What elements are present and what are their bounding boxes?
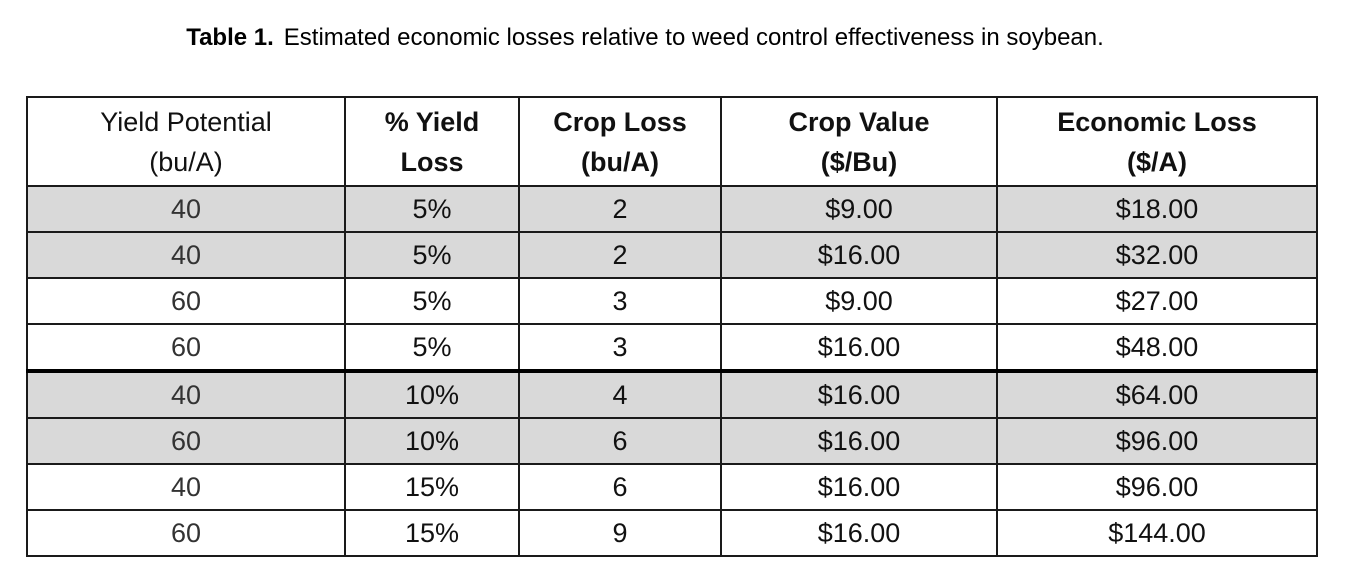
cell-pct-yield-loss: 15% (344, 463, 520, 511)
caption-text: Estimated economic losses relative to we… (283, 24, 1104, 51)
cell-yield-potential: 40 (26, 369, 346, 419)
table-row: 60 10% 6 $16.00 $96.00 (26, 417, 1318, 465)
cell-crop-loss: 2 (518, 231, 722, 279)
table-row: 40 5% 2 $9.00 $18.00 (26, 185, 1318, 233)
header-label: Crop Loss (553, 106, 687, 137)
cell-crop-loss: 4 (518, 369, 722, 419)
table-row: 40 10% 4 $16.00 $64.00 (26, 369, 1318, 419)
cell-pct-yield-loss: 5% (344, 185, 520, 233)
cell-pct-yield-loss: 10% (344, 417, 520, 465)
cell-pct-yield-loss: 5% (344, 323, 520, 372)
cell-economic-loss: $144.00 (996, 509, 1318, 557)
cell-crop-value: $9.00 (720, 277, 998, 325)
cell-pct-yield-loss: 15% (344, 509, 520, 557)
table-row: 40 15% 6 $16.00 $96.00 (26, 463, 1318, 511)
cell-crop-value: $16.00 (720, 417, 998, 465)
cell-crop-loss: 2 (518, 185, 722, 233)
header-unit: (bu/A) (149, 146, 223, 177)
table-header-row: Yield Potential (bu/A) % Yield Loss Crop… (26, 96, 1318, 187)
cell-crop-loss: 3 (518, 277, 722, 325)
header-unit: ($/Bu) (820, 146, 898, 177)
cell-yield-potential: 40 (26, 185, 346, 233)
cell-economic-loss: $96.00 (996, 463, 1318, 511)
cell-yield-potential: 40 (26, 231, 346, 279)
cell-crop-value: $9.00 (720, 185, 998, 233)
header-label: Economic Loss (1057, 106, 1257, 137)
cell-crop-loss: 6 (518, 463, 722, 511)
header-crop-loss: Crop Loss (bu/A) (518, 96, 722, 187)
cell-economic-loss: $96.00 (996, 417, 1318, 465)
cell-economic-loss: $32.00 (996, 231, 1318, 279)
cell-yield-potential: 60 (26, 323, 346, 372)
cell-crop-loss: 6 (518, 417, 722, 465)
header-unit: Loss (400, 146, 464, 177)
header-unit: (bu/A) (581, 146, 659, 177)
header-label: % Yield (384, 106, 480, 137)
cell-pct-yield-loss: 5% (344, 231, 520, 279)
cell-economic-loss: $27.00 (996, 277, 1318, 325)
cell-economic-loss: $18.00 (996, 185, 1318, 233)
cell-yield-potential: 60 (26, 417, 346, 465)
cell-yield-potential: 40 (26, 463, 346, 511)
cell-crop-value: $16.00 (720, 369, 998, 419)
table-row: 40 5% 2 $16.00 $32.00 (26, 231, 1318, 279)
table-row: 60 5% 3 $16.00 $48.00 (26, 323, 1318, 372)
header-label: Yield Potential (100, 106, 272, 137)
header-economic-loss: Economic Loss ($/A) (996, 96, 1318, 187)
cell-crop-value: $16.00 (720, 323, 998, 372)
cell-yield-potential: 60 (26, 509, 346, 557)
header-label: Crop Value (788, 106, 930, 137)
economic-loss-table: Yield Potential (bu/A) % Yield Loss Crop… (26, 96, 1318, 557)
cell-crop-value: $16.00 (720, 509, 998, 557)
cell-crop-value: $16.00 (720, 231, 998, 279)
caption-label: Table 1. (186, 24, 274, 51)
table-caption: Table 1. Estimated economic losses relati… (0, 24, 1290, 52)
cell-pct-yield-loss: 10% (344, 369, 520, 419)
header-crop-value: Crop Value ($/Bu) (720, 96, 998, 187)
cell-pct-yield-loss: 5% (344, 277, 520, 325)
header-yield-potential: Yield Potential (bu/A) (26, 96, 346, 187)
cell-crop-value: $16.00 (720, 463, 998, 511)
cell-economic-loss: $64.00 (996, 369, 1318, 419)
cell-crop-loss: 3 (518, 323, 722, 372)
cell-crop-loss: 9 (518, 509, 722, 557)
table-row: 60 15% 9 $16.00 $144.00 (26, 509, 1318, 557)
cell-yield-potential: 60 (26, 277, 346, 325)
table-row: 60 5% 3 $9.00 $27.00 (26, 277, 1318, 325)
header-pct-yield-loss: % Yield Loss (344, 96, 520, 187)
cell-economic-loss: $48.00 (996, 323, 1318, 372)
header-unit: ($/A) (1127, 146, 1187, 177)
